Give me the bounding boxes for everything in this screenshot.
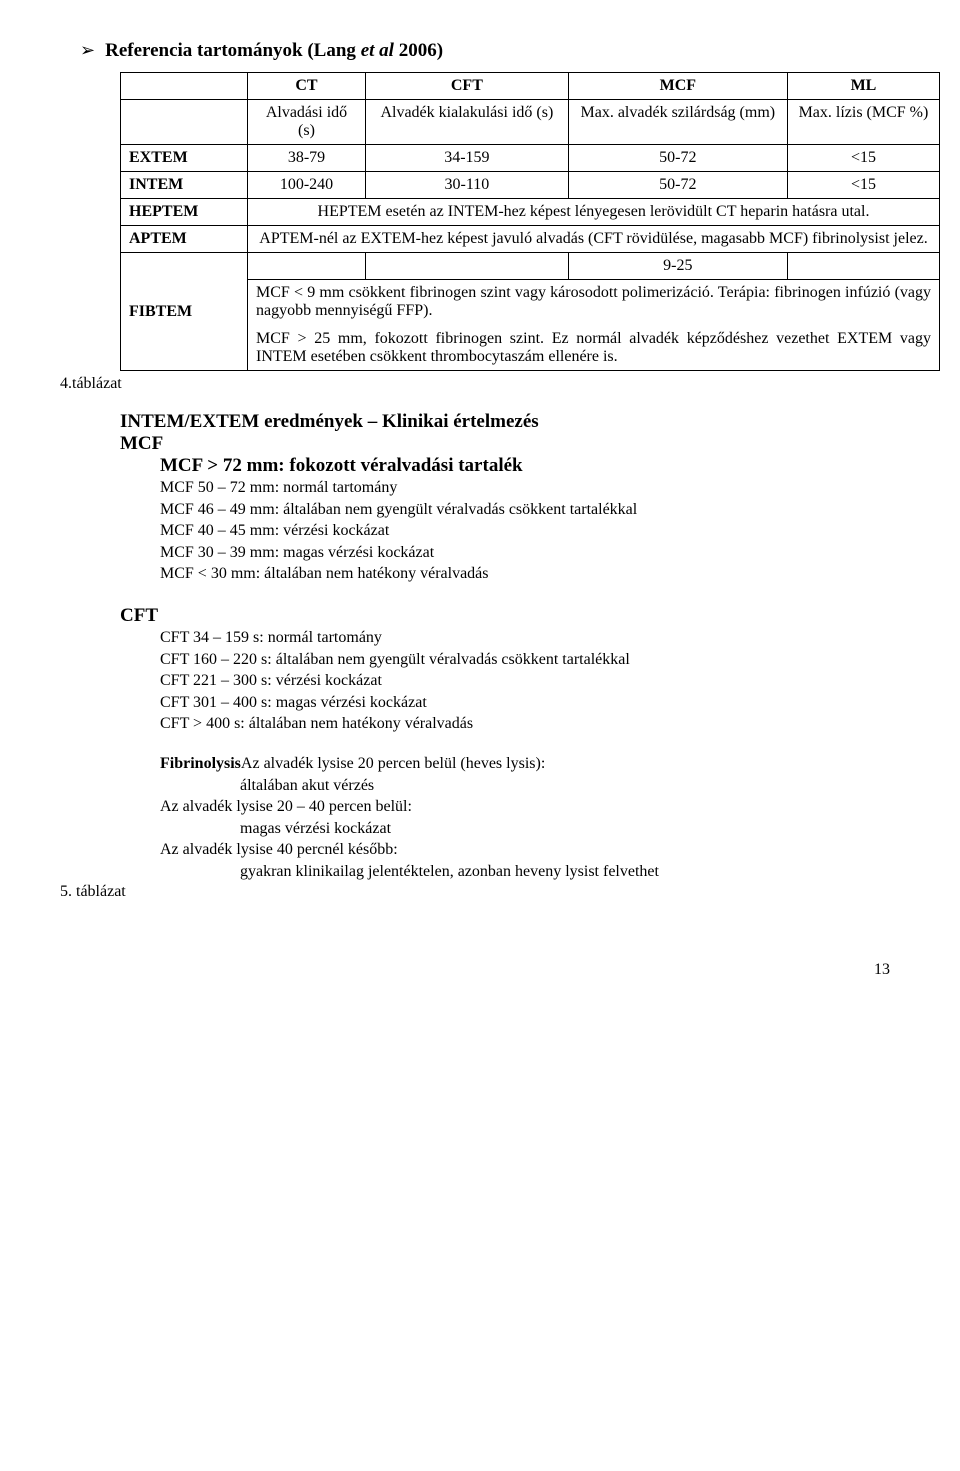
mcf-label: MCF: [120, 433, 900, 455]
cell-fibtem-text: MCF < 9 mm csökkent fibrinogen szint vag…: [248, 280, 940, 371]
table-row-intem: INTEM 100-240 30-110 50-72 <15: [121, 172, 940, 199]
fib-line: Az alvadék lysise 20 – 40 percen belül:: [160, 796, 900, 818]
cell: 34-159: [366, 145, 569, 172]
table-header-blank: [121, 73, 248, 100]
table-header-cft: CFT: [366, 73, 569, 100]
fib-line: magas vérzési kockázat: [240, 818, 900, 840]
fib-line: Az alvadék lysise 40 percnél később:: [160, 839, 900, 861]
section-heading: ➢ Referencia tartományok (Lang et al 200…: [80, 40, 900, 62]
list-item: MCF < 30 mm: általában nem hatékony véra…: [160, 563, 900, 585]
cft-label: CFT: [120, 605, 900, 627]
cell-fibtem-range: 9-25: [568, 253, 787, 280]
cell-aptem-text: APTEM-nél az EXTEM-hez képest javuló alv…: [248, 226, 940, 253]
list-item: CFT 221 – 300 s: vérzési kockázat: [160, 670, 900, 692]
row-label-intem: INTEM: [121, 172, 248, 199]
mcf-subtitle: MCF > 72 mm: fokozott véralvadási tartal…: [160, 455, 900, 477]
list-item: MCF 46 – 49 mm: általában nem gyengült v…: [160, 499, 900, 521]
table-caption-5: 5. táblázat: [60, 883, 900, 901]
table-subheader-row: Alvadási idő(s) Alvadék kialakulási idő …: [121, 100, 940, 145]
cell-heptem-text: HEPTEM esetén az INTEM-hez képest lényeg…: [248, 199, 940, 226]
row-label-extem: EXTEM: [121, 145, 248, 172]
row-label-aptem: APTEM: [121, 226, 248, 253]
fib-line: FibrinolysisAz alvadék lysise 20 percen …: [160, 753, 900, 775]
list-item: CFT 301 – 400 s: magas vérzési kockázat: [160, 692, 900, 714]
page-number: 13: [60, 961, 900, 979]
cell: 50-72: [568, 172, 787, 199]
list-item: CFT > 400 s: általában nem hatékony véra…: [160, 713, 900, 735]
bullet-arrow-icon: ➢: [80, 41, 95, 59]
list-item: CFT 34 – 159 s: normál tartomány: [160, 627, 900, 649]
cell-blank: [248, 253, 366, 280]
cft-lines: CFT 34 – 159 s: normál tartomány CFT 160…: [160, 627, 900, 735]
cell: <15: [787, 145, 939, 172]
table-subheader-blank: [121, 100, 248, 145]
mcf-lines: MCF 50 – 72 mm: normál tartomány MCF 46 …: [160, 477, 900, 585]
table-header-ml: ML: [787, 73, 939, 100]
fibrinolysis-block: FibrinolysisAz alvadék lysise 20 percen …: [160, 753, 900, 883]
list-item: MCF 30 – 39 mm: magas vérzési kockázat: [160, 542, 900, 564]
section-title: INTEM/EXTEM eredmények – Klinikai értelm…: [120, 411, 900, 433]
list-item: MCF 40 – 45 mm: vérzési kockázat: [160, 520, 900, 542]
reference-table: CT CFT MCF ML Alvadási idő(s) Alvadék ki…: [120, 72, 940, 371]
fib-line: gyakran klinikailag jelentéktelen, azonb…: [240, 861, 900, 883]
cell: <15: [787, 172, 939, 199]
table-sub-ct: Alvadási idő(s): [248, 100, 366, 145]
cell: 38-79: [248, 145, 366, 172]
cell-blank: [787, 253, 939, 280]
heading-prefix: Referencia tartományok (Lang: [105, 40, 356, 61]
cell: 30-110: [366, 172, 569, 199]
table-row-aptem: APTEM APTEM-nél az EXTEM-hez képest javu…: [121, 226, 940, 253]
table-header-row: CT CFT MCF ML: [121, 73, 940, 100]
table-caption-4: 4.táblázat: [60, 375, 900, 393]
cell-blank: [366, 253, 569, 280]
table-row-extem: EXTEM 38-79 34-159 50-72 <15: [121, 145, 940, 172]
heading-suffix: 2006): [394, 40, 443, 61]
cell: 100-240: [248, 172, 366, 199]
table-row-heptem: HEPTEM HEPTEM esetén az INTEM-hez képest…: [121, 199, 940, 226]
list-item: CFT 160 – 220 s: általában nem gyengült …: [160, 649, 900, 671]
table-sub-ml: Max. lízis (MCF %): [787, 100, 939, 145]
heading-italic: et al: [356, 40, 394, 61]
list-item: MCF 50 – 72 mm: normál tartomány: [160, 477, 900, 499]
table-row-fibtem-range: FIBTEM 9-25: [121, 253, 940, 280]
table-header-ct: CT: [248, 73, 366, 100]
cell: 50-72: [568, 145, 787, 172]
row-label-fibtem: FIBTEM: [121, 253, 248, 371]
row-label-heptem: HEPTEM: [121, 199, 248, 226]
cft-block: CFT CFT 34 – 159 s: normál tartomány CFT…: [120, 605, 900, 735]
fib-line: általában akut vérzés: [240, 775, 900, 797]
table-sub-mcf: Max. alvadék szilárdság (mm): [568, 100, 787, 145]
section-intem-extem: INTEM/EXTEM eredmények – Klinikai értelm…: [120, 411, 900, 883]
table-header-mcf: MCF: [568, 73, 787, 100]
table-sub-cft: Alvadék kialakulási idő (s): [366, 100, 569, 145]
